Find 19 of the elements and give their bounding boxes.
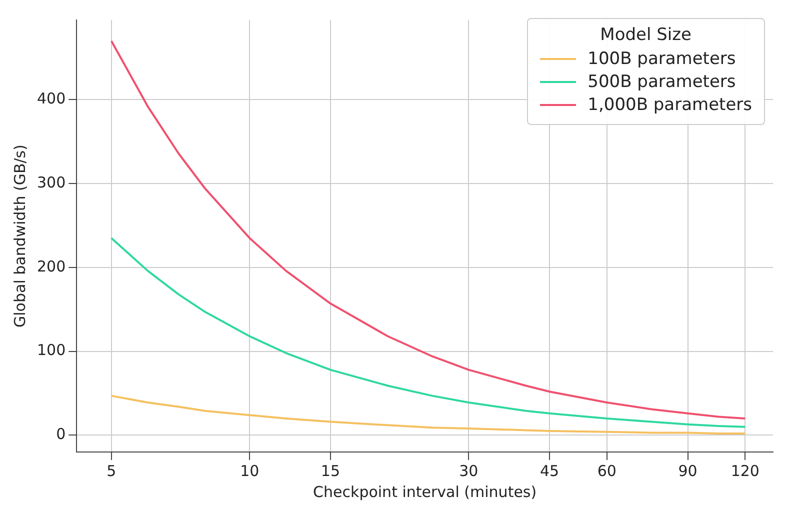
legend-label: 1,000B parameters [588, 95, 752, 115]
y-axis-title: Global bandwidth (GB/s) [10, 144, 29, 328]
x-tick-label: 45 [540, 462, 560, 480]
legend-title: Model Size [599, 25, 692, 45]
x-tick-label: 5 [106, 462, 116, 480]
x-tick-label: 15 [320, 462, 340, 480]
x-tick-label: 120 [730, 462, 760, 480]
x-axis-title: Checkpoint interval (minutes) [313, 482, 537, 501]
x-tick-label: 90 [678, 462, 698, 480]
legend-label: 100B parameters [588, 49, 736, 69]
y-tick-label: 100 [36, 341, 66, 360]
y-tick-label: 400 [36, 90, 66, 108]
y-tick-label: 300 [36, 173, 66, 192]
x-tick-label: 60 [597, 462, 616, 480]
x-tick-label: 30 [459, 462, 478, 480]
y-tick-label: 200 [36, 257, 66, 276]
legend-label: 500B parameters [588, 72, 736, 92]
y-tick-label: 0 [56, 425, 66, 444]
x-tick-label: 10 [240, 462, 260, 480]
